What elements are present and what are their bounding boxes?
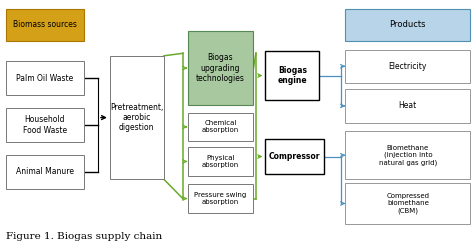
FancyBboxPatch shape xyxy=(265,138,324,174)
Text: Compressed
biomethane
(CBM): Compressed biomethane (CBM) xyxy=(386,193,429,214)
Text: Biomethane
(injection into
natural gas grid): Biomethane (injection into natural gas g… xyxy=(379,145,437,166)
Text: Compressor: Compressor xyxy=(269,152,320,161)
Text: Household
Food Waste: Household Food Waste xyxy=(23,115,67,135)
FancyBboxPatch shape xyxy=(346,183,470,224)
FancyBboxPatch shape xyxy=(6,9,84,41)
FancyBboxPatch shape xyxy=(346,9,470,41)
FancyBboxPatch shape xyxy=(188,147,254,176)
FancyBboxPatch shape xyxy=(346,50,470,83)
Text: Chemical
absorption: Chemical absorption xyxy=(202,120,239,133)
Text: Heat: Heat xyxy=(399,101,417,110)
Text: Pretreatment,
aerobic
digestion: Pretreatment, aerobic digestion xyxy=(110,103,164,132)
Text: Biomass sources: Biomass sources xyxy=(13,20,77,29)
Text: Figure 1. Biogas supply chain: Figure 1. Biogas supply chain xyxy=(6,232,163,241)
Text: Biogas
engine: Biogas engine xyxy=(278,66,307,85)
Text: Physical
absorption: Physical absorption xyxy=(202,155,239,168)
FancyBboxPatch shape xyxy=(188,184,254,213)
FancyBboxPatch shape xyxy=(346,131,470,180)
Text: Products: Products xyxy=(390,20,426,29)
FancyBboxPatch shape xyxy=(6,155,84,189)
Text: Pressure swing
absorption: Pressure swing absorption xyxy=(194,192,246,205)
FancyBboxPatch shape xyxy=(188,113,254,141)
FancyBboxPatch shape xyxy=(346,89,470,122)
FancyBboxPatch shape xyxy=(6,61,84,95)
Text: Animal Manure: Animal Manure xyxy=(16,168,74,176)
FancyBboxPatch shape xyxy=(6,108,84,142)
FancyBboxPatch shape xyxy=(265,51,319,100)
Text: Palm Oil Waste: Palm Oil Waste xyxy=(16,74,73,82)
Text: Biogas
upgrading
technologies: Biogas upgrading technologies xyxy=(196,53,245,83)
FancyBboxPatch shape xyxy=(188,31,254,105)
FancyBboxPatch shape xyxy=(110,56,164,180)
Text: Electricity: Electricity xyxy=(389,62,427,71)
